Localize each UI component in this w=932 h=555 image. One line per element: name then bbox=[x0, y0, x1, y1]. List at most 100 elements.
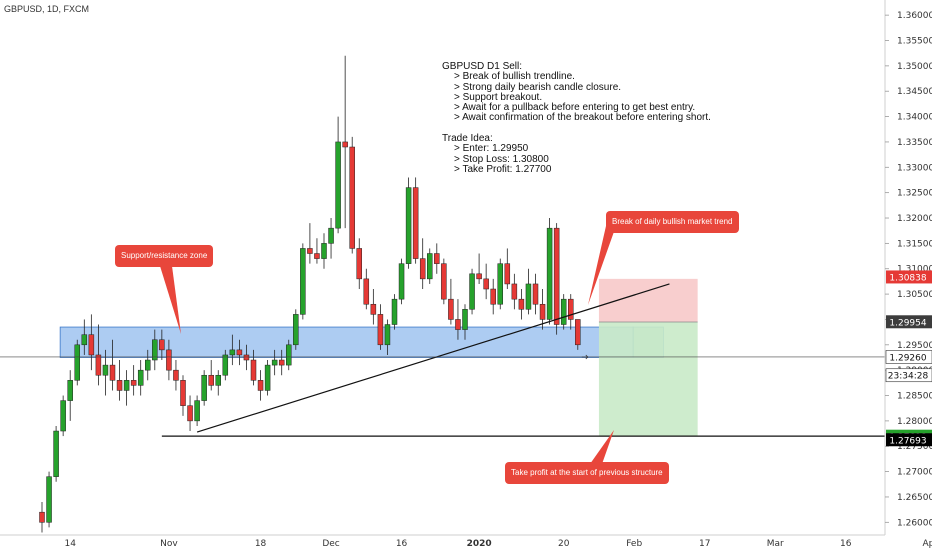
candle-bearish bbox=[243, 354, 250, 361]
callout-support-zone[interactable]: Support/resistance zone bbox=[115, 245, 214, 267]
candle-bearish bbox=[39, 511, 45, 523]
y-tick-label: 1.30500 bbox=[897, 290, 932, 300]
candle-bullish bbox=[300, 248, 306, 315]
y-tick-label: 1.31500 bbox=[897, 239, 932, 249]
candle-bullish bbox=[398, 263, 405, 300]
price-label-box bbox=[885, 350, 932, 364]
candle-bullish bbox=[286, 344, 292, 366]
candle-bullish bbox=[46, 476, 52, 523]
candle-bullish bbox=[123, 380, 130, 391]
analysis-point: > Support breakout. bbox=[454, 91, 543, 103]
price-label: 1.27693 bbox=[889, 436, 926, 446]
candle-bearish bbox=[250, 359, 257, 381]
candle-bearish bbox=[441, 263, 447, 300]
candle-bearish bbox=[370, 303, 377, 315]
candle-bearish bbox=[130, 380, 137, 386]
analysis-point: > Break of bullish trendline. bbox=[454, 71, 575, 83]
candle-bullish bbox=[427, 253, 433, 280]
x-tick-label: 16 bbox=[840, 539, 852, 549]
candle-bullish bbox=[321, 243, 327, 259]
candle-bullish bbox=[462, 309, 468, 330]
candle-bullish bbox=[546, 227, 553, 320]
candle-bearish bbox=[476, 273, 482, 280]
trade-take-profit: > Take Profit: 1.27700 bbox=[454, 163, 552, 175]
candle-bearish bbox=[278, 359, 285, 366]
callout-trend-break[interactable]: Break of daily bullish market trend bbox=[606, 211, 739, 233]
stop-loss-zone bbox=[598, 278, 698, 322]
candle-bullish bbox=[137, 369, 144, 386]
x-tick-label: 16 bbox=[396, 539, 408, 549]
y-tick-label: 1.33500 bbox=[897, 138, 932, 148]
x-tick-label: 18 bbox=[255, 539, 267, 549]
candle-bullish bbox=[271, 359, 278, 366]
price-arrow-icon bbox=[581, 354, 589, 360]
candle-bearish bbox=[208, 374, 214, 386]
callout-support-pointer bbox=[160, 266, 181, 334]
candle-bearish bbox=[236, 349, 243, 356]
y-tick-label: 1.28000 bbox=[897, 417, 932, 427]
y-tick-label: 1.26500 bbox=[897, 493, 932, 503]
y-tick-label: 1.36000 bbox=[897, 11, 932, 21]
candle-bullish bbox=[215, 374, 221, 386]
analysis-point: > Await confirmation of the breakout bef… bbox=[454, 112, 711, 124]
candle-bearish bbox=[257, 380, 264, 391]
y-tick-label: 1.35000 bbox=[897, 62, 932, 72]
candle-bearish bbox=[553, 227, 560, 325]
price-label: 1.30838 bbox=[889, 273, 926, 283]
candle-bullish bbox=[102, 364, 109, 376]
y-tick-label: 1.35500 bbox=[897, 37, 932, 47]
candle-bullish bbox=[405, 187, 412, 264]
candle-bearish bbox=[568, 298, 574, 320]
x-tick-label: 17 bbox=[699, 539, 710, 549]
candle-bearish bbox=[159, 339, 165, 351]
price-label: 1.29260 bbox=[889, 353, 926, 363]
candle-bullish bbox=[525, 283, 532, 310]
candle-bullish bbox=[560, 298, 567, 325]
symbol-header: GBPUSD, 1D, FXCM bbox=[4, 4, 90, 14]
candle-bearish bbox=[95, 354, 102, 376]
candle-bearish bbox=[307, 248, 313, 254]
price-label-box bbox=[886, 270, 932, 284]
candle-bullish bbox=[145, 359, 151, 371]
price-label-box bbox=[885, 368, 932, 383]
candle-bullish bbox=[391, 298, 398, 325]
candle-bearish bbox=[180, 380, 186, 406]
candle-bullish bbox=[74, 344, 80, 381]
candle-bearish bbox=[455, 319, 461, 330]
candle-bullish bbox=[53, 430, 59, 477]
candle-bearish bbox=[356, 248, 362, 280]
x-tick-label: 20 bbox=[558, 539, 570, 549]
x-tick-label: Feb bbox=[626, 539, 642, 549]
callout-trend-pointer bbox=[588, 226, 616, 305]
candle-bearish bbox=[173, 369, 179, 381]
analysis-point: > Strong daily bearish candle closure. bbox=[454, 81, 622, 93]
candle-bullish bbox=[469, 273, 475, 310]
callout-tp-pointer bbox=[590, 430, 614, 464]
analysis-notes: GBPUSD D1 Sell: > Break of bullish trendl… bbox=[442, 61, 711, 175]
analysis-title: GBPUSD D1 Sell: bbox=[442, 61, 523, 72]
candle-bearish bbox=[539, 303, 546, 320]
y-tick-label: 1.27500 bbox=[897, 442, 932, 452]
trade-entry: > Enter: 1.29950 bbox=[454, 143, 529, 155]
y-tick-label: 1.32500 bbox=[897, 189, 932, 199]
price-label: 23:34:28 bbox=[888, 372, 929, 382]
candle-bearish bbox=[504, 263, 511, 285]
candle-bullish bbox=[152, 339, 158, 361]
price-label: 1.29954 bbox=[889, 318, 926, 328]
candle-bearish bbox=[166, 349, 172, 371]
candle-bearish bbox=[314, 253, 320, 259]
candle-bullish bbox=[293, 314, 299, 346]
x-tick-label: Apr bbox=[923, 539, 932, 549]
candle-bearish bbox=[448, 298, 454, 320]
candle-bearish bbox=[116, 380, 123, 391]
bullish-trendline bbox=[196, 283, 670, 433]
candle-bearish bbox=[518, 298, 525, 310]
candle-bullish bbox=[328, 227, 334, 244]
callout-take-profit[interactable]: Take profit at the start of previous str… bbox=[505, 462, 669, 484]
y-tick-label: 1.27000 bbox=[897, 468, 932, 478]
y-tick-label: 1.33000 bbox=[897, 163, 932, 173]
price-label-box bbox=[886, 315, 932, 329]
y-tick-label: 1.26000 bbox=[897, 518, 932, 528]
